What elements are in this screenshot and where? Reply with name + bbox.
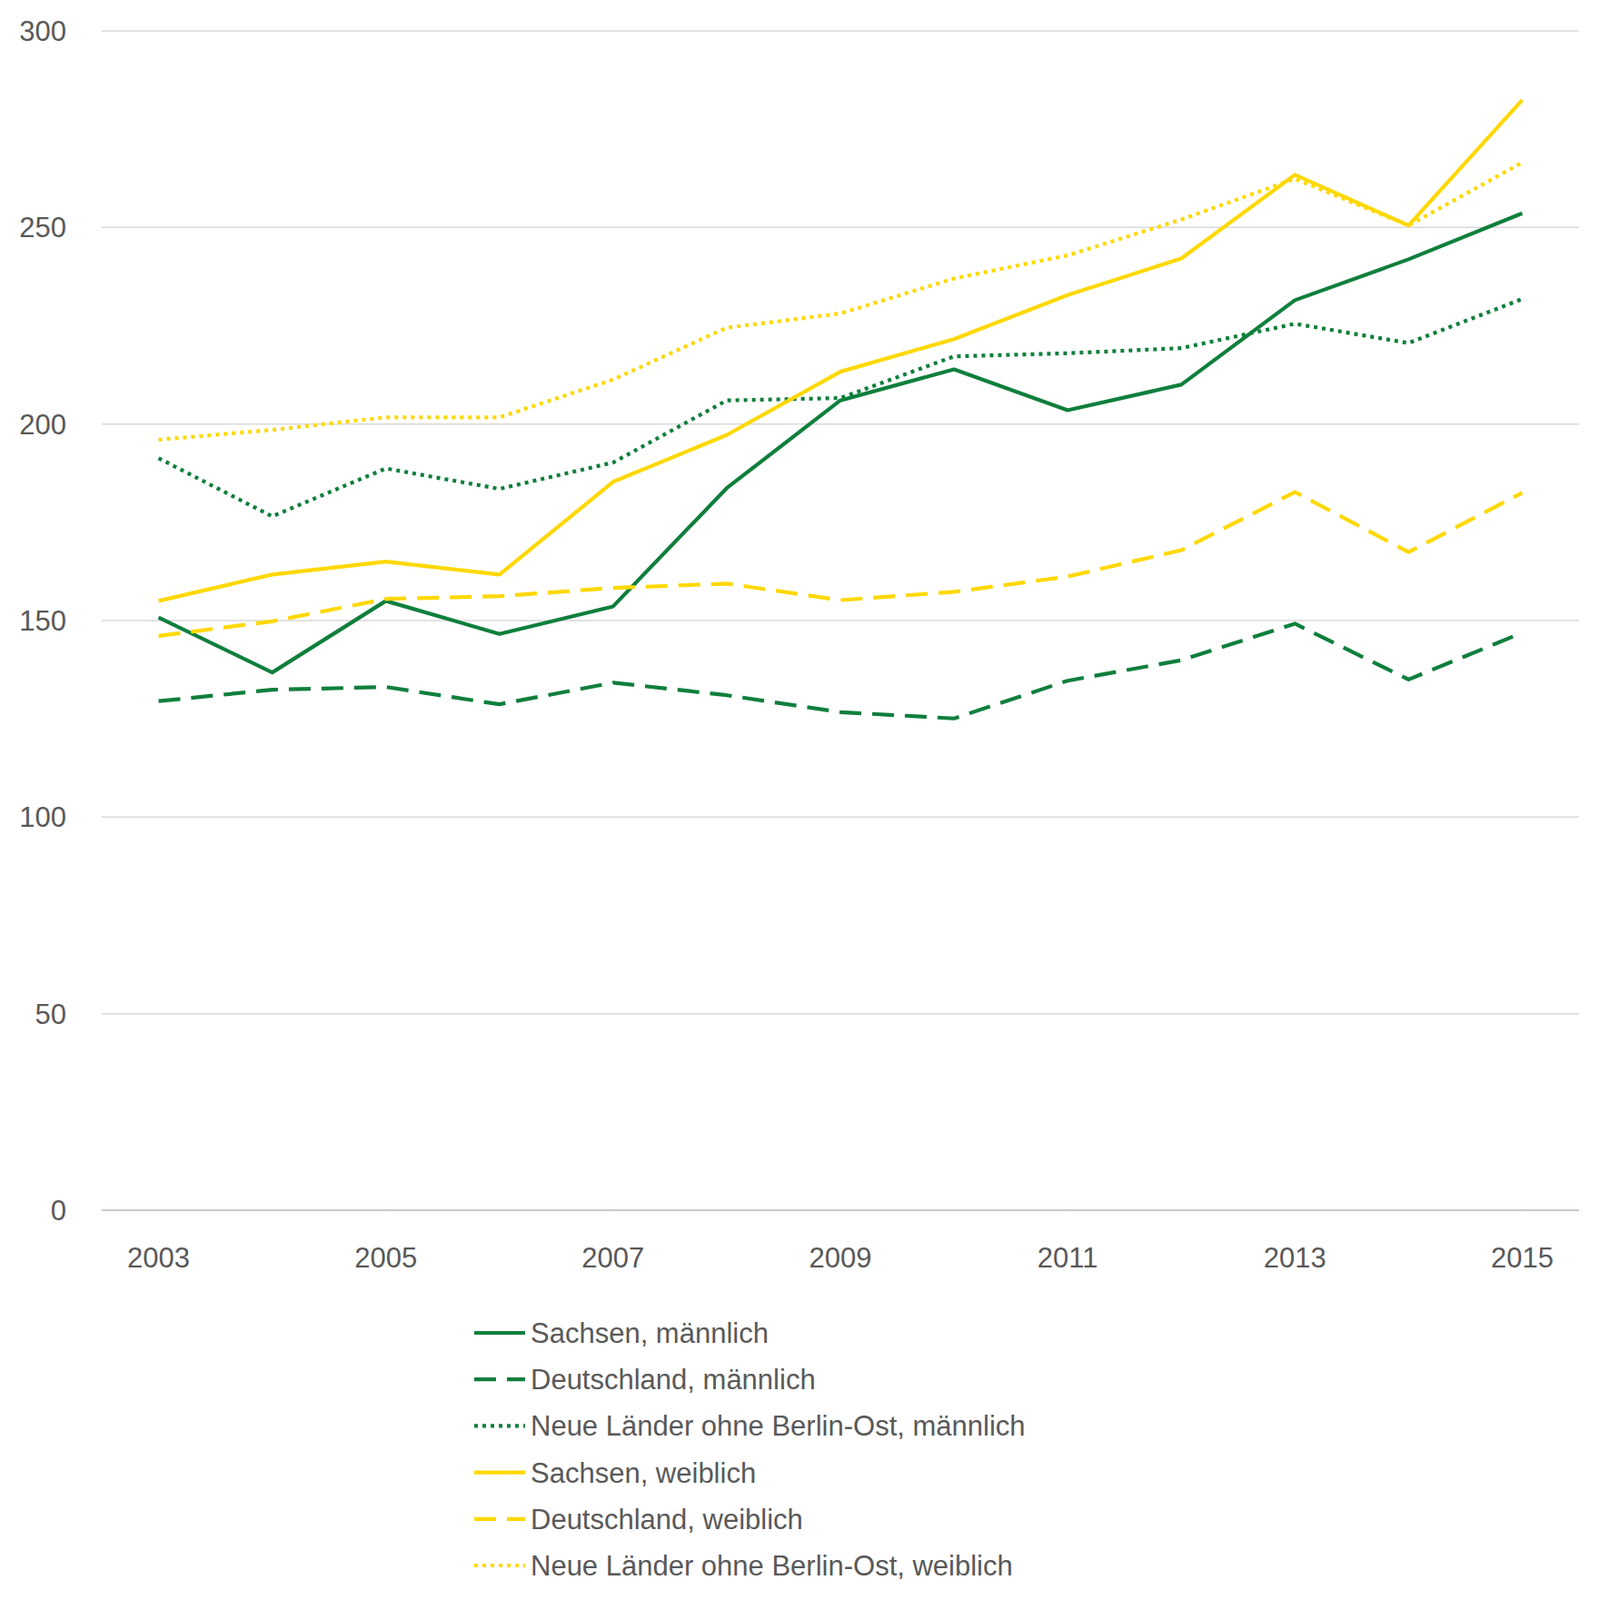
x-tick	[385, 1210, 387, 1212]
y-tick-label: 50	[35, 998, 67, 1031]
grid-line	[101, 1209, 1580, 1212]
legend-label: Deutschland, weiblich	[530, 1503, 804, 1536]
x-tick-label: 2009	[809, 1241, 873, 1274]
x-tick	[1521, 1210, 1523, 1212]
legend-swatch	[474, 1377, 526, 1381]
series-line	[158, 623, 1523, 718]
y-tick-label: 300	[19, 15, 67, 48]
legend-label: Deutschland, männlich	[530, 1363, 816, 1396]
grid-line	[101, 1013, 1580, 1015]
series-line	[158, 492, 1523, 636]
y-tick-label: 100	[19, 801, 67, 834]
x-tick	[1294, 1210, 1296, 1212]
x-tick	[1067, 1210, 1069, 1212]
grid-line	[101, 227, 1580, 229]
legend-label: Neue Länder ohne Berlin-Ost, weiblich	[530, 1549, 1014, 1582]
x-tick	[840, 1210, 842, 1212]
series-line	[158, 162, 1523, 440]
legend-label: Sachsen, weiblich	[530, 1457, 756, 1490]
x-tick-label: 2005	[354, 1241, 418, 1274]
series-line	[158, 213, 1523, 673]
legend-swatch	[474, 1423, 526, 1428]
grid-line	[101, 29, 1580, 32]
y-tick-label: 0	[50, 1194, 67, 1227]
y-tick-label: 250	[19, 211, 67, 244]
legend-label: Sachsen, männlich	[530, 1317, 769, 1350]
y-tick-label: 200	[19, 408, 67, 441]
x-tick	[158, 1210, 159, 1212]
legend-swatch	[474, 1330, 526, 1335]
x-tick-label: 2011	[1037, 1241, 1099, 1274]
x-axis-line	[101, 1209, 1580, 1212]
grid-line	[101, 619, 1580, 622]
chart: 0 50 100 150 200 250 300 2003 2005 2007 2009 2011 20…	[0, 0, 1599, 1600]
lines	[158, 99, 1523, 719]
x-tick-label: 2003	[127, 1241, 190, 1274]
legend-swatch	[474, 1469, 526, 1474]
x-tick-label: 2013	[1263, 1241, 1327, 1274]
legend-label: Neue Länder ohne Berlin-Ost, männlich	[530, 1410, 1026, 1442]
grid	[101, 30, 1580, 1211]
legend-swatch	[474, 1517, 526, 1521]
x-tick-label: 2015	[1490, 1241, 1554, 1274]
x-tick-label: 2007	[581, 1241, 645, 1274]
series-line	[158, 298, 1523, 517]
grid-line	[101, 816, 1580, 819]
x-tick	[612, 1210, 614, 1212]
legend: Sachsen, männlich Deutschland, männlich Ne…	[474, 1317, 1026, 1582]
series-line	[158, 99, 1523, 601]
legend-swatch	[474, 1563, 526, 1568]
y-tick-label: 150	[19, 605, 67, 637]
